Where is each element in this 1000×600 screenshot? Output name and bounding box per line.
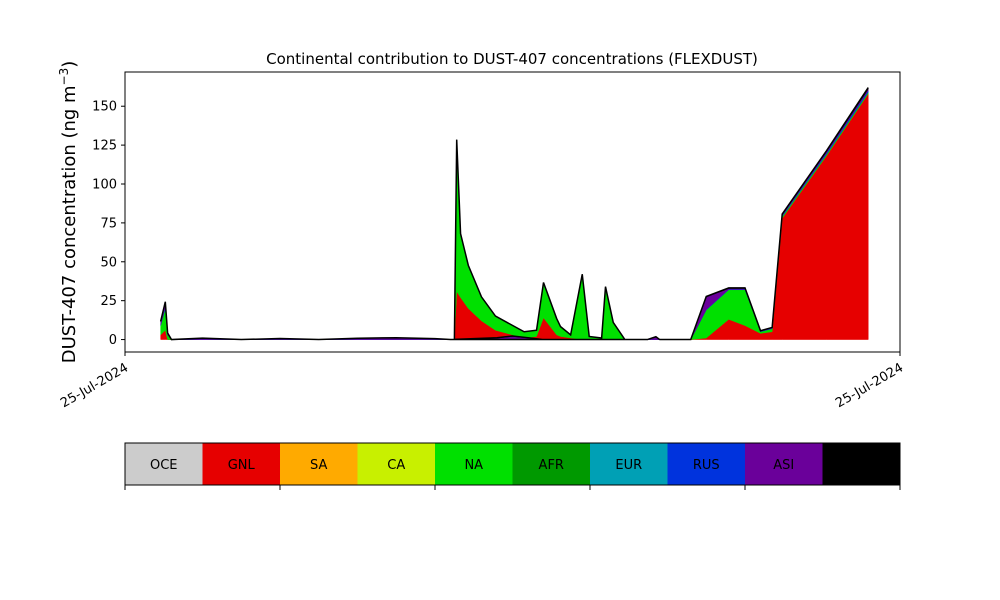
region-colorbar: OCE GNL SA CA NA AFR EUR RUS ASI AUS	[124, 442, 901, 490]
colorbar-frame	[124, 442, 901, 486]
y-axis-label: DUST-407 concentration (ng m−3)	[57, 61, 80, 364]
y-tick-label: 150	[92, 100, 117, 115]
chart-title: Continental contribution to DUST-407 con…	[266, 50, 758, 68]
y-tick-label: 25	[100, 294, 117, 309]
y-axis-ticks: 0 25 50 75 100 125 150	[92, 100, 125, 348]
colorbar-label-afr: AFR	[539, 458, 564, 473]
colorbar-label-rus: RUS	[693, 458, 720, 473]
colorbar-swatch-na	[435, 443, 513, 485]
y-tick-label: 100	[92, 178, 117, 193]
colorbar-label-gnl: GNL	[228, 458, 256, 473]
colorbar-swatch-asi	[745, 443, 823, 485]
colorbar-label-oce: OCE	[150, 458, 178, 473]
colorbar-swatch-rus	[667, 443, 746, 485]
colorbar-label-asi: ASI	[773, 458, 794, 473]
colorbar-swatch-sa	[280, 443, 358, 485]
colorbar-swatch-gnl	[202, 443, 281, 485]
colorbar-label-eur: EUR	[615, 458, 642, 473]
colorbar-swatch-afr	[512, 443, 591, 485]
y-tick-label: 50	[100, 255, 117, 270]
y-tick-label: 75	[100, 216, 117, 231]
colorbar-label-na: NA	[464, 458, 483, 473]
total-outline-line	[159, 87, 869, 341]
stacked-area-series	[159, 86, 869, 341]
y-tick-label: 0	[109, 333, 117, 348]
colorbar-swatch-oce	[125, 443, 203, 485]
plot-frame	[124, 71, 901, 353]
colorbar-swatch-aus	[822, 443, 901, 485]
colorbar-label-aus: AUS	[848, 458, 875, 473]
colorbar-swatch-ca	[357, 443, 436, 485]
colorbar-label-ca: CA	[387, 458, 405, 473]
y-tick-label: 125	[92, 139, 117, 154]
colorbar-swatch-eur	[590, 443, 668, 485]
colorbar-label-sa: SA	[310, 458, 327, 473]
